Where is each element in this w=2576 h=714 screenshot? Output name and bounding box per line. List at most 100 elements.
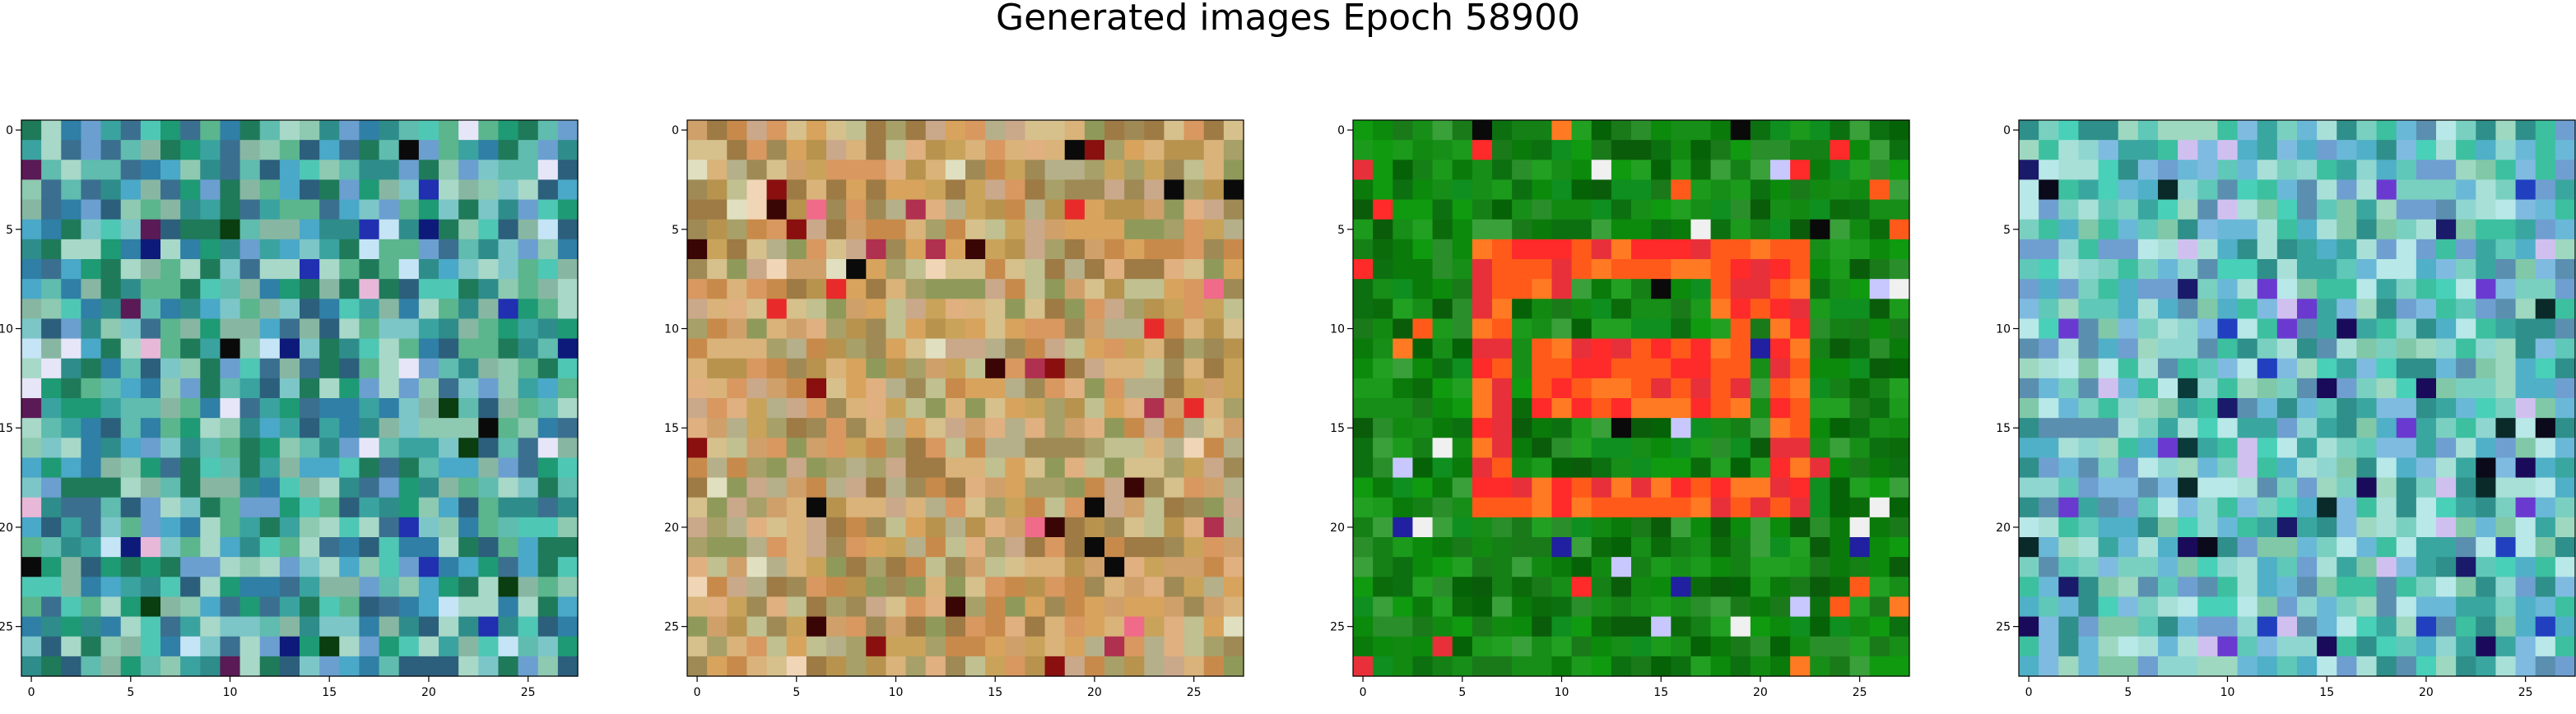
pixel-cell [1373,438,1393,459]
pixel-cell [1631,596,1652,618]
pixel-cell [2436,616,2457,638]
pixel-cell [2356,219,2378,240]
pixel-cell [398,438,420,459]
pixel-cell [2019,358,2039,379]
pixel-cell [120,616,142,638]
pixel-cell [2276,656,2298,677]
pixel-cell [2356,418,2378,438]
pixel-cell [319,318,340,340]
pixel-cell [1124,378,1145,399]
pixel-cell [1452,596,1473,618]
x-tick-label: 0 [2025,686,2033,699]
pixel-cell [766,199,788,220]
pixel-cell [41,438,62,459]
pixel-cell [1830,338,1851,359]
pixel-cell [2078,438,2099,459]
pixel-cell [727,557,748,577]
pixel-cell [2436,656,2457,677]
pixel-cell [1651,239,1672,260]
pixel-cell [727,160,748,181]
pixel-cell [2098,438,2119,459]
pixel-cell [1551,358,1573,379]
pixel-cell [160,517,181,538]
pixel-cell [746,199,768,220]
pixel-cell [985,299,1006,320]
pixel-cell [1432,537,1453,558]
pixel-cell [120,438,142,459]
pixel-cell [905,140,927,160]
y-tick-label: 25 [1996,621,2011,634]
pixel-cell [925,418,946,438]
pixel-cell [2158,199,2178,220]
pixel-cell [1164,457,1185,479]
pixel-cell [766,636,788,657]
pixel-cell [707,616,728,638]
pixel-cell [1810,378,1831,399]
pixel-cell [557,199,579,220]
pixel-cell [1512,517,1532,538]
pixel-cell [2317,338,2337,359]
pixel-cell [1849,378,1871,399]
pixel-cell [81,477,102,498]
pixel-cell [925,378,946,399]
pixel-cell [1830,160,1851,181]
pixel-cell [2098,239,2119,260]
pixel-cell [2476,299,2497,320]
pixel-cell [518,577,539,598]
pixel-cell [300,577,320,598]
pixel-cell [985,179,1006,201]
pixel-cell [498,299,519,320]
pixel-cell [1144,199,1165,220]
pixel-cell [200,120,221,141]
pixel-cell [2197,418,2219,438]
pixel-cell [2078,656,2099,677]
pixel-cell [2137,517,2159,538]
pixel-cell [239,259,261,280]
pixel-cell [100,438,122,459]
pixel-cell [220,358,241,379]
pixel-cell [806,497,827,518]
pixel-cell [498,616,519,638]
pixel-cell [1025,219,1046,240]
pixel-cell [2098,517,2119,538]
pixel-cell [1849,398,1871,419]
pixel-cell [200,557,221,577]
pixel-cell [2137,120,2159,141]
pixel-cell [985,338,1006,359]
pixel-cell [1571,160,1593,181]
pixel-cell [1830,517,1851,538]
pixel-cell [339,239,360,260]
pixel-cell [2078,279,2099,299]
pixel-cell [1203,537,1225,558]
pixel-cell [2376,616,2397,638]
pixel-cell [2376,259,2397,280]
pixel-cell [1710,656,1732,677]
pixel-cell [2058,457,2080,479]
pixel-cell [398,299,420,320]
pixel-cell [41,378,62,399]
pixel-cell [2078,358,2099,379]
pixel-cell [1452,557,1473,577]
pixel-cell [707,279,728,299]
pixel-cell [220,616,241,638]
pixel-cell [379,656,400,677]
pixel-cell [2297,398,2318,419]
pixel-cell [140,497,161,518]
pixel-cell [439,239,459,260]
pixel-cell [1104,497,1125,518]
pixel-cell [1770,179,1791,201]
pixel-cell [1671,457,1692,479]
pixel-cell [2039,199,2059,220]
pixel-cell [1690,497,1712,518]
pixel-cell [398,398,420,419]
pixel-cell [339,160,360,181]
pixel-cell [2039,219,2059,240]
pixel-cell [1790,140,1811,160]
pixel-cell [1571,239,1593,260]
pixel-cell [1203,418,1225,438]
pixel-cell [1750,259,1771,280]
pixel-cell [1730,179,1751,201]
pixel-cell [1452,477,1473,498]
pixel-cell [1124,438,1145,459]
y-tick-label: 20 [664,522,679,535]
